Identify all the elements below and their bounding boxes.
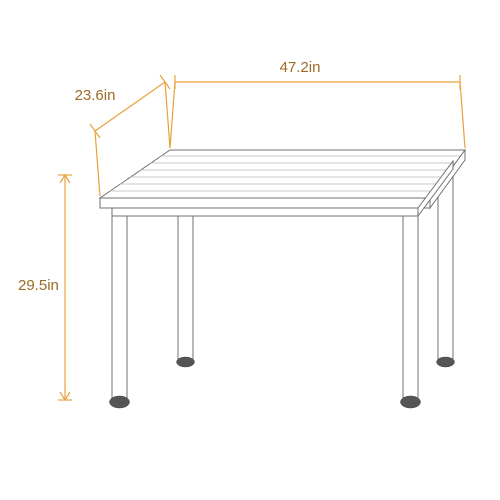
dimension-diagram: 23.6in 47.2in 29.5in [0, 0, 500, 500]
front-left-leg [110, 216, 130, 408]
width-label: 47.2in [280, 59, 321, 76]
depth-label: 23.6in [75, 87, 116, 104]
tabletop [100, 150, 465, 208]
dimension-width: 47.2in [170, 59, 465, 148]
front-right-leg [401, 216, 421, 408]
height-label: 29.5in [18, 277, 59, 294]
dimension-height: 29.5in [18, 175, 72, 400]
